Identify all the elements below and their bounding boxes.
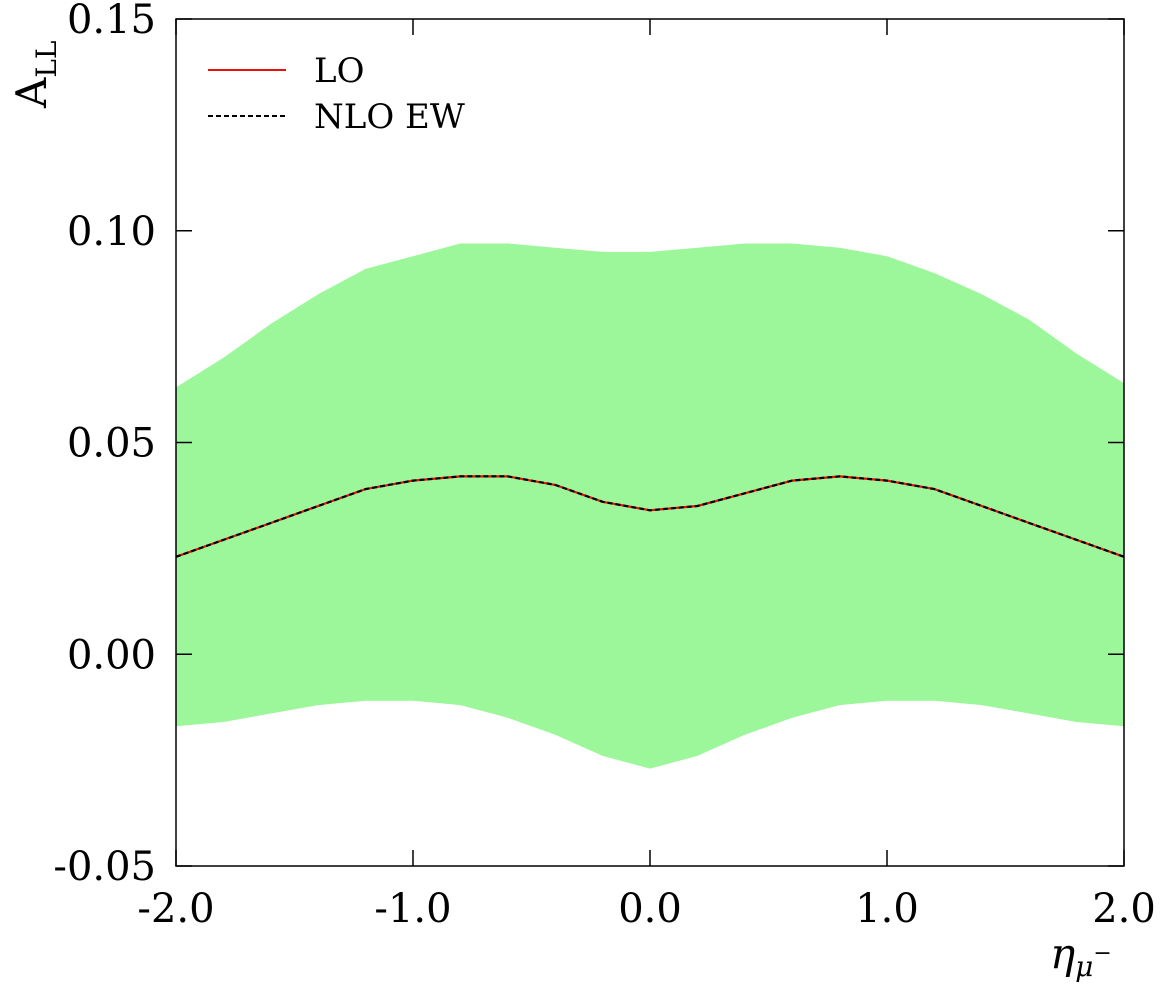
x-tick-label: -1.0 [374,886,451,932]
x-tick-label: 2.0 [1092,886,1156,932]
uncertainty-band [176,243,1124,769]
y-axis-label: ALL [7,40,63,109]
series-line-nlo-ew [175,475,1125,558]
y-tick-label: 0.10 [67,209,156,255]
x-tick-label: 1.0 [855,886,919,932]
y-tick-label: 0.15 [67,0,156,43]
legend-label-lo: LO [314,51,364,91]
y-tick-label: 0.05 [67,421,156,467]
series-layer [175,475,1125,558]
legend: LO NLO EW [208,51,465,137]
y-tick-label: -0.05 [53,844,156,890]
x-tick-label: 0.0 [618,886,682,932]
y-tick-label: 0.00 [67,632,156,678]
legend-label-nlo-ew: NLO EW [314,97,465,137]
x-tick-label: -2.0 [137,886,214,932]
x-axis-label: ημ− [1050,929,1112,983]
ticks-layer: -2.0 -1.0 0.0 1.0 2.0 -0.05 0.00 0.05 0.10 0.15 [53,0,1155,932]
